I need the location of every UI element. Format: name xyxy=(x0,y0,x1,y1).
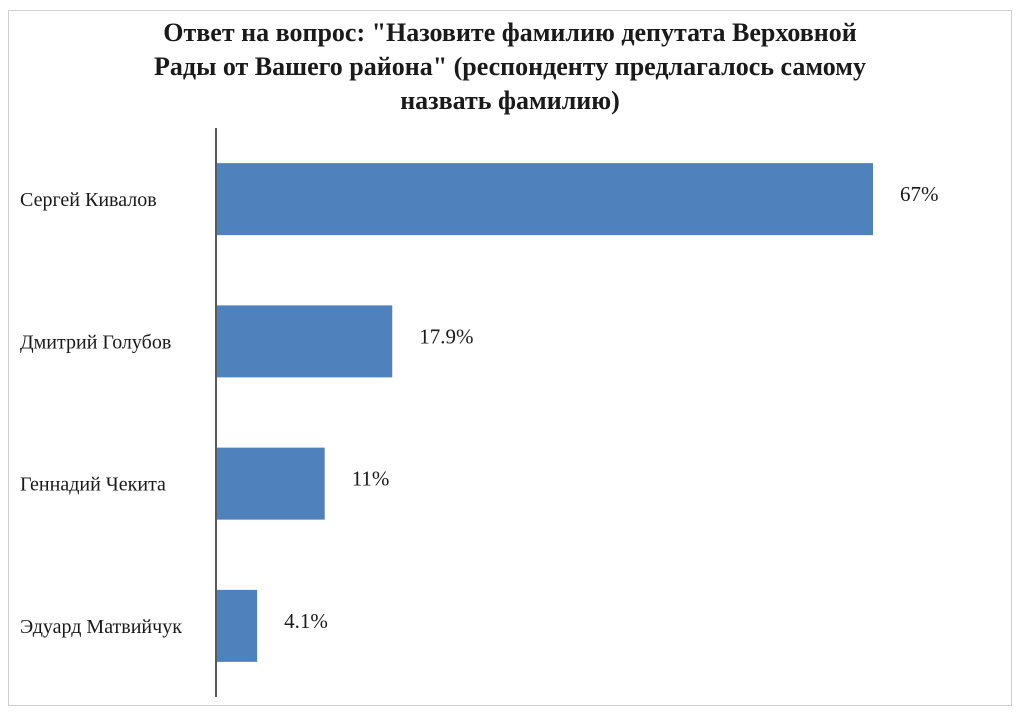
bar xyxy=(217,589,258,662)
chart-title: Ответ на вопрос: "Назовите фамилию депут… xyxy=(90,16,930,118)
bar xyxy=(217,305,393,378)
category-label: Эдуард Матвийчук xyxy=(20,616,182,638)
bar xyxy=(217,163,873,236)
data-label: 67% xyxy=(900,182,939,206)
data-label: 11% xyxy=(352,467,390,491)
category-label: Сергей Кивалов xyxy=(20,189,157,211)
chart-title-line: Рады от Вашего района" (респонденту пред… xyxy=(154,52,866,81)
category-label: Дмитрий Голубов xyxy=(20,331,171,353)
data-label: 17.9% xyxy=(419,324,473,348)
data-label: 4.1% xyxy=(284,609,328,633)
chart-title-line: назвать фамилию) xyxy=(400,86,620,115)
category-label: Геннадий Чекита xyxy=(20,474,166,496)
chart-frame xyxy=(8,10,1012,706)
bar xyxy=(217,447,325,520)
chart-title-line: Ответ на вопрос: "Назовите фамилию депут… xyxy=(163,18,857,47)
